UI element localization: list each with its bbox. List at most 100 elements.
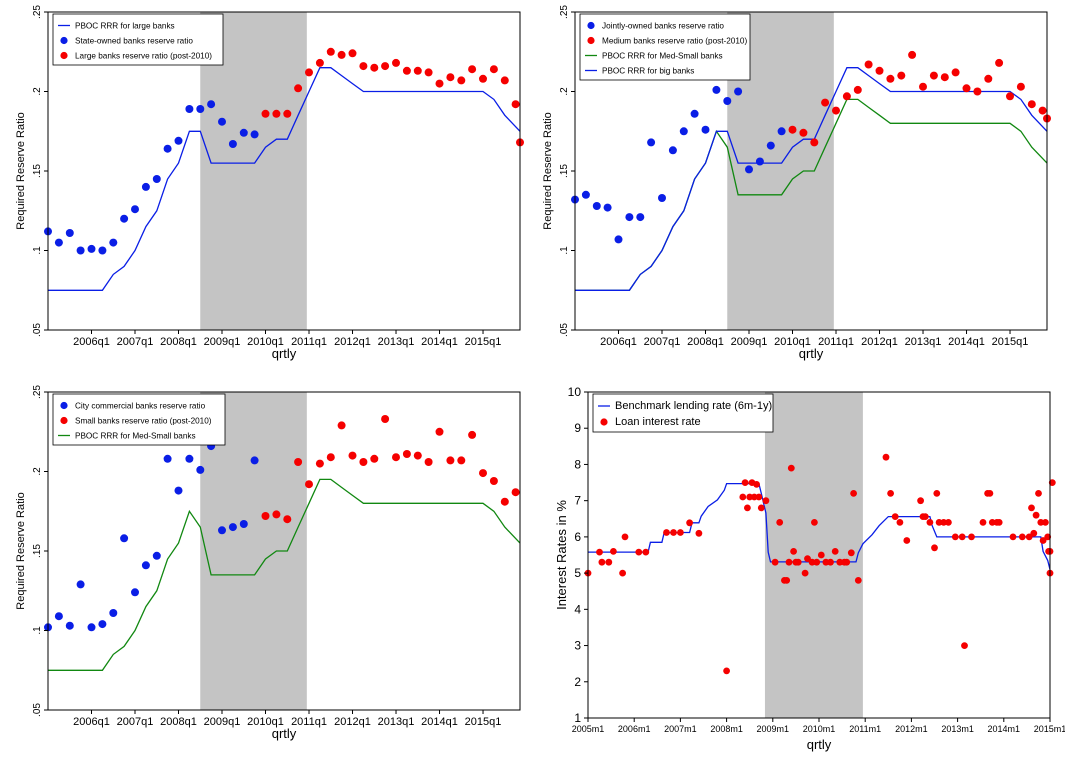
- data-point-blue: [120, 534, 129, 543]
- x-tick-label: 2009q1: [204, 336, 241, 348]
- y-tick-label: 9: [574, 421, 581, 435]
- data-point-red: [790, 548, 797, 555]
- data-point-red: [929, 71, 938, 80]
- legend-label: Loan interest rate: [615, 416, 701, 428]
- data-point-red: [961, 642, 968, 649]
- legend-label: Large banks reserve ratio (post-2010): [75, 52, 212, 61]
- data-point-blue: [679, 127, 688, 136]
- data-point-blue: [131, 205, 139, 214]
- data-point-red: [804, 555, 811, 562]
- x-axis-title: qrtly: [807, 737, 832, 752]
- data-point-blue: [592, 202, 601, 210]
- y-tick-label: .15: [32, 544, 43, 558]
- y-tick-label: .25: [32, 385, 43, 399]
- data-point-red: [315, 459, 324, 468]
- data-point-blue: [109, 238, 118, 247]
- data-point-blue: [98, 620, 107, 629]
- x-tick-label: 2015m1: [1034, 724, 1065, 734]
- data-point-red: [1038, 106, 1047, 115]
- y-tick-label: .1: [32, 246, 43, 255]
- y-tick-label: .25: [559, 5, 570, 19]
- data-point-blue: [54, 238, 63, 247]
- x-tick-label: 2011m1: [849, 724, 881, 734]
- data-point-red: [951, 68, 960, 77]
- data-point-blue: [109, 609, 118, 617]
- data-point-red: [457, 76, 466, 85]
- x-tick-label: 2006m1: [618, 724, 651, 734]
- data-point-blue: [250, 130, 259, 139]
- data-point-red: [392, 453, 400, 462]
- data-point-red: [896, 519, 904, 526]
- data-point-blue: [647, 138, 656, 147]
- data-point-red: [435, 427, 444, 436]
- x-tick-label: 2015q1: [465, 716, 502, 728]
- data-point-red: [951, 533, 959, 541]
- data-point-blue: [766, 141, 775, 150]
- data-point-red: [762, 497, 770, 505]
- data-point-red: [842, 92, 851, 101]
- data-point-red: [305, 68, 313, 77]
- data-point-red: [424, 68, 433, 77]
- data-point-red: [968, 533, 975, 541]
- legend-box: [592, 393, 774, 433]
- data-point-red: [272, 510, 281, 519]
- legend-box: [52, 13, 224, 66]
- x-tick-label: 2012q1: [334, 336, 371, 348]
- data-point-red: [757, 504, 765, 512]
- data-point-red: [479, 74, 487, 83]
- data-point-red: [799, 128, 808, 137]
- data-point-red: [847, 549, 855, 557]
- x-tick-label: 2011q1: [818, 336, 854, 348]
- data-point-red: [810, 138, 819, 147]
- data-point-red: [392, 58, 400, 67]
- x-tick-label: 2008q1: [160, 336, 197, 348]
- x-tick-label: 2007m1: [664, 724, 697, 734]
- x-tick-label: 2012m1: [895, 724, 928, 734]
- data-point-blue: [658, 194, 666, 202]
- y-axis-title: Required Reserve Ratio: [15, 492, 27, 609]
- data-point-blue: [54, 612, 63, 621]
- data-point-red: [958, 533, 966, 541]
- data-point-red: [921, 513, 929, 520]
- legend-label: PBOC RRR for large banks: [75, 22, 175, 31]
- x-tick-label: 2008q1: [160, 716, 197, 728]
- y-axis-title: Interest Rates in %: [554, 500, 569, 610]
- data-point-red: [663, 529, 670, 536]
- data-point-red: [853, 85, 862, 94]
- data-point-red: [635, 548, 643, 556]
- data-point-blue: [745, 165, 753, 174]
- data-point-red: [903, 537, 911, 544]
- data-point-red: [741, 479, 749, 486]
- data-point-red: [337, 421, 346, 430]
- data-point-red: [1018, 533, 1026, 541]
- x-tick-label: 2010q1: [774, 336, 811, 348]
- legend-label: PBOC RRR for Med-Small banks: [75, 432, 196, 441]
- data-point-blue: [636, 213, 645, 222]
- y-tick-label: 8: [574, 457, 581, 471]
- data-point-blue: [163, 454, 172, 463]
- data-point-blue: [250, 456, 259, 465]
- x-tick-label: 2010q1: [247, 716, 284, 728]
- x-tick-label: 2011q1: [291, 336, 327, 348]
- data-point-red: [283, 109, 292, 118]
- x-tick-label: 2008q1: [687, 336, 724, 348]
- data-point-red: [261, 512, 270, 520]
- legend-dot-swatch: [600, 418, 608, 426]
- data-point-red: [827, 558, 834, 566]
- series-line-0: [48, 478, 521, 671]
- x-tick-label: 2006q1: [73, 716, 110, 728]
- data-point-red: [843, 558, 851, 566]
- chart-panel-top-left: .05 .1 .15 .2 .25 2006q1 2007q1 2008q1 2009q1 201…: [15, 5, 524, 361]
- x-tick-label: 2013q1: [378, 336, 415, 348]
- data-point-red: [294, 84, 303, 93]
- data-point-blue: [185, 454, 194, 463]
- data-point-red: [468, 430, 477, 439]
- data-point-red: [489, 65, 498, 74]
- x-tick-label: 2009q1: [731, 336, 768, 348]
- data-point-blue: [755, 157, 764, 166]
- data-point-red: [919, 82, 927, 91]
- x-tick-label: 2007q1: [117, 336, 154, 348]
- data-point-red: [1009, 533, 1017, 541]
- data-point-blue: [777, 127, 786, 136]
